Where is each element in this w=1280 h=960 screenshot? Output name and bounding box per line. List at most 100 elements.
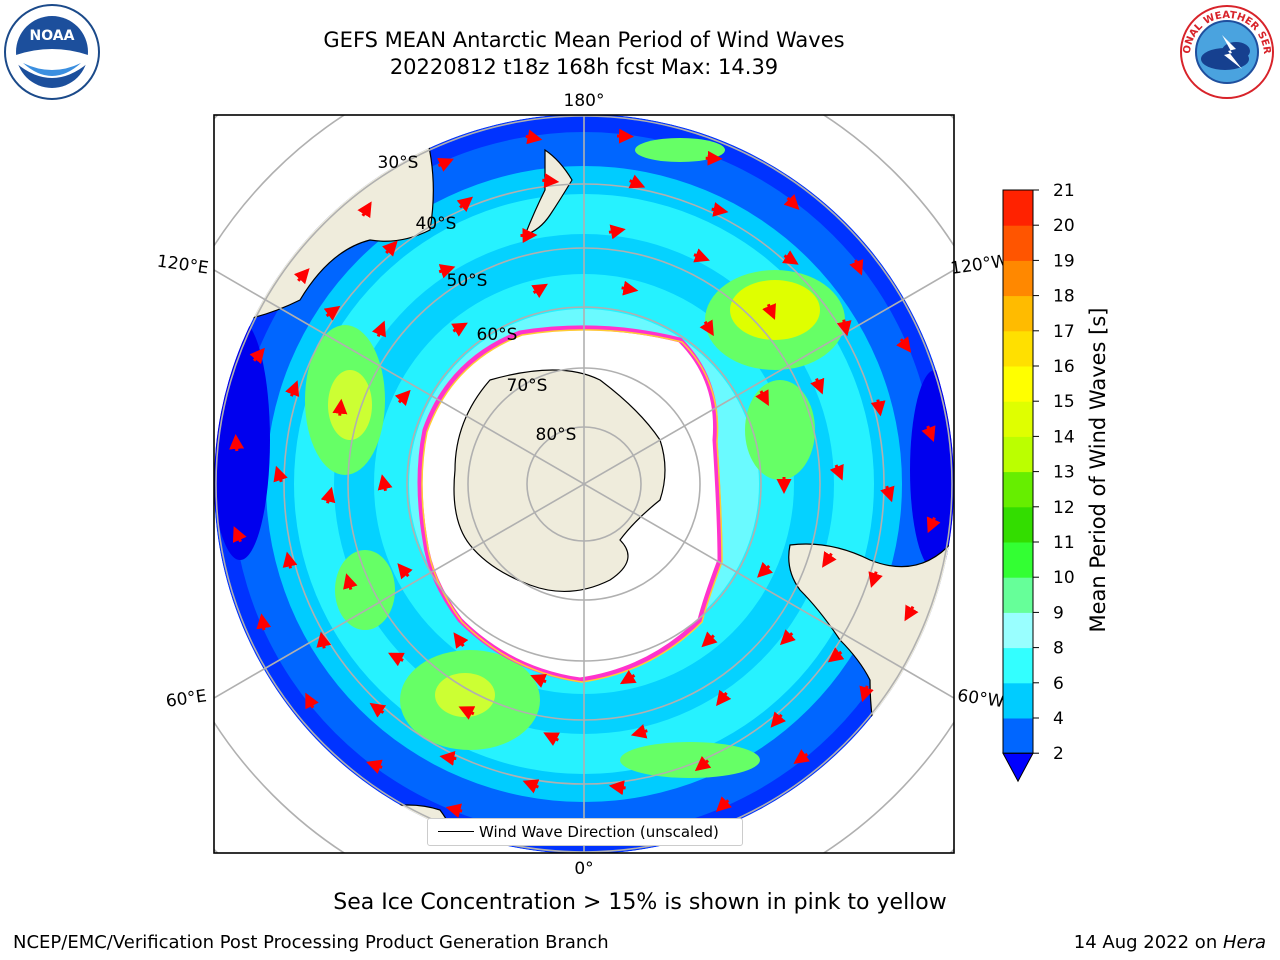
colorbar-segment	[1003, 330, 1033, 367]
wave-direction-arrow	[525, 129, 543, 145]
wave-direction-arrow	[438, 264, 456, 279]
wave-direction-arrow	[451, 322, 468, 337]
meridian-label-60e: 60°E	[165, 686, 208, 711]
wave-direction-arrow	[880, 485, 895, 503]
noaa-logo-text: NOAA	[30, 28, 75, 44]
parallel-label-30s: 30°S	[378, 153, 419, 173]
wave-direction-arrow	[229, 434, 245, 452]
wave-direction-arrow	[904, 604, 919, 622]
colorbar-tick-label: 18	[1053, 287, 1075, 307]
wave-direction-arrow	[320, 486, 336, 504]
colorbar-segment	[1003, 225, 1033, 261]
parallel-label-50s: 50°S	[447, 271, 488, 291]
wave-direction-arrow	[273, 465, 288, 483]
wave-direction-arrow	[926, 516, 941, 534]
wave-direction-arrow	[445, 803, 463, 819]
colorbar-tick-label: 2	[1053, 744, 1064, 764]
new-zealand-landmass	[523, 148, 573, 236]
wave-direction-arrow	[608, 224, 626, 240]
wave-direction-arrow	[382, 240, 398, 257]
wave-direction-arrow	[543, 732, 561, 746]
wave-direction-arrow	[630, 724, 648, 739]
wave-direction-arrow	[770, 711, 786, 728]
graticule	[215, 115, 953, 853]
colorbar-tick-label: 12	[1053, 498, 1075, 518]
colorbar-tick-label: 19	[1053, 251, 1075, 271]
colorbar-segment	[1003, 295, 1033, 332]
chart-subtitle: 20220812 t18z 168h fcst Max: 14.39	[389, 55, 779, 79]
wave-direction-arrow	[762, 303, 776, 320]
meridian-label-0: 0°	[574, 859, 593, 879]
wave-direction-arrow	[822, 551, 837, 568]
wave-direction-arrow	[849, 258, 864, 276]
wave-direction-arrow	[701, 631, 718, 648]
colorbar-title: Mean Period of Wind Waves [s]	[1086, 307, 1110, 633]
footer-host: Hera	[1222, 932, 1266, 953]
colorbar-tick-label: 14	[1053, 427, 1075, 447]
wave-direction-arrow	[921, 425, 936, 442]
wave-direction-arrow	[232, 526, 247, 543]
colorbar-tick-label: 17	[1053, 322, 1075, 342]
wave-direction-arrow	[779, 629, 796, 646]
chart-title: GEFS MEAN Antarctic Mean Period of Wind …	[323, 28, 845, 52]
colorbar-tick-label: 10	[1053, 568, 1075, 588]
wave-direction-arrow	[323, 305, 341, 321]
colorbar-under-arrow	[1002, 752, 1034, 783]
wave-direction-arrow	[783, 194, 800, 211]
wave-direction-arrow	[343, 573, 358, 591]
wave-direction-arrow	[369, 702, 387, 718]
wave-direction-arrow	[458, 706, 476, 720]
wave-direction-arrow	[859, 685, 874, 703]
noaa-logo: NOAA	[4, 4, 100, 100]
wave-direction-arrow	[715, 796, 732, 812]
colorbar-tick-label: 11	[1053, 533, 1075, 553]
colorbar-segment	[1003, 471, 1033, 508]
colorbar-segment	[1003, 401, 1033, 437]
colorbar-tick-label: 9	[1053, 603, 1064, 623]
parallel-label-60s: 60°S	[477, 325, 518, 345]
wave-direction-arrow	[530, 673, 547, 688]
colorbar-tick-label: 16	[1053, 357, 1075, 377]
meridian-label-60w: 60°W	[956, 686, 1005, 712]
meridian-label-180: 180°	[564, 91, 605, 111]
wave-direction-arrow	[285, 380, 300, 398]
colorbar-segment	[1003, 190, 1033, 226]
parallel-label-70s: 70°S	[507, 376, 548, 396]
antarctica-landmass	[453, 369, 666, 592]
colorbar-tick-label: 8	[1053, 639, 1064, 659]
colorbar-segment	[1003, 612, 1033, 649]
wave-direction-arrow	[870, 399, 886, 417]
colorbar-tick-label: 20	[1053, 216, 1075, 236]
colorbar-segment	[1003, 366, 1033, 402]
wave-direction-arrow	[394, 389, 411, 406]
wave-direction-arrow	[716, 689, 732, 707]
wave-direction-arrow	[542, 173, 560, 188]
nws-logo: NATIONAL WEATHER SERVICE	[1178, 3, 1274, 99]
map-legend: Wind Wave Direction (unscaled)	[427, 818, 743, 846]
wave-direction-arrow	[608, 780, 626, 796]
colorbar-segment	[1003, 542, 1033, 578]
wave-direction-arrow	[249, 347, 265, 365]
wave-direction-arrow	[372, 320, 386, 338]
wave-direction-arrow	[437, 158, 454, 172]
wave-direction-arrow	[453, 632, 469, 649]
wave-direction-arrow	[366, 759, 383, 774]
wave-direction-arrow	[377, 474, 393, 492]
colorbar-segment	[1003, 436, 1033, 473]
wave-direction-arrow	[522, 779, 540, 794]
wave-direction-arrow	[256, 613, 272, 631]
wave-direction-arrow	[755, 389, 769, 407]
wave-direction-arrow	[282, 551, 298, 569]
wave-direction-arrow	[693, 248, 710, 263]
colorbar-tick-label: 13	[1053, 463, 1075, 483]
wave-direction-arrow	[705, 150, 723, 166]
colorbar-tick-label: 15	[1053, 392, 1075, 412]
footer-credit: NCEP/EMC/Verification Post Processing Pr…	[13, 932, 609, 953]
wave-direction-arrow	[293, 268, 310, 285]
colorbar: 2 4 6 8 9 10 11 12 13 14 15 16 17 18 19 20 21	[1002, 181, 1075, 783]
colorbar-segment	[1003, 647, 1033, 684]
colorbar-segment	[1003, 260, 1033, 297]
wave-direction-arrow	[619, 669, 637, 685]
wind-wave-arrows	[229, 128, 941, 841]
